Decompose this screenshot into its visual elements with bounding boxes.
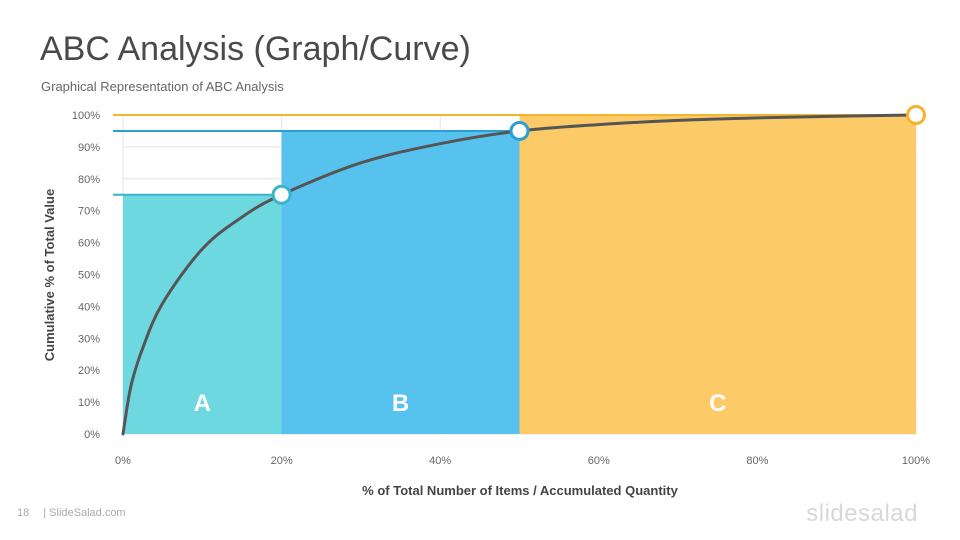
zone-b-area: [281, 130, 520, 434]
cumulative-curve: [121, 113, 918, 436]
chart-zones: [123, 115, 916, 434]
y-tick-labels: 0% 10% 20% 30% 40% 50% 60% 70% 80% 90% 100%: [72, 110, 100, 441]
x-axis-title: % of Total Number of Items / Accumulated…: [362, 483, 678, 498]
y-tick-label: 70%: [78, 206, 100, 218]
x-tick-label: 80%: [746, 455, 768, 467]
slide-title: ABC Analysis (Graph/Curve): [40, 30, 471, 68]
y-tick-label: 90%: [78, 142, 100, 154]
zone-a-area: [123, 194, 282, 434]
source-credit: | SlideSalad.com: [43, 507, 126, 519]
zone-c-label: C: [709, 390, 726, 417]
x-tick-label: 20%: [271, 455, 293, 467]
y-tick-label: 100%: [72, 110, 100, 122]
x-tick-label: 40%: [429, 455, 451, 467]
curve-marker-b: [509, 120, 530, 141]
zone-c-area: [519, 115, 916, 434]
slide-subtitle: Graphical Representation of ABC Analysis: [41, 79, 284, 94]
y-tick-label: 80%: [78, 174, 100, 186]
brand-logo: slidesalad: [806, 500, 918, 527]
chart-curve-group: [121, 113, 918, 436]
y-tick-label: 0%: [84, 429, 100, 441]
chart-markers: [271, 105, 926, 205]
curve-marker-c: [906, 105, 926, 125]
x-tick-label: 60%: [588, 455, 610, 467]
zone-labels: A B C: [194, 390, 727, 417]
y-axis-title: Cumulative % of Total Value: [42, 189, 57, 361]
curve-marker-a: [271, 184, 292, 205]
y-tick-label: 30%: [78, 333, 100, 345]
footer: 18 | SlideSalad.com: [17, 507, 126, 519]
chart-level-lines: [113, 114, 916, 196]
x-tick-labels: 0% 20% 40% 60% 80% 100%: [115, 455, 930, 467]
x-tick-label: 0%: [115, 455, 131, 467]
y-tick-label: 20%: [78, 365, 100, 377]
x-tick-label: 100%: [902, 455, 930, 467]
page-number: 18: [17, 507, 30, 519]
y-tick-label: 40%: [78, 301, 100, 313]
zone-a-label: A: [194, 390, 211, 417]
zone-b-label: B: [392, 390, 409, 417]
y-tick-label: 50%: [78, 270, 100, 282]
y-tick-label: 10%: [78, 397, 100, 409]
y-tick-label: 60%: [78, 238, 100, 250]
